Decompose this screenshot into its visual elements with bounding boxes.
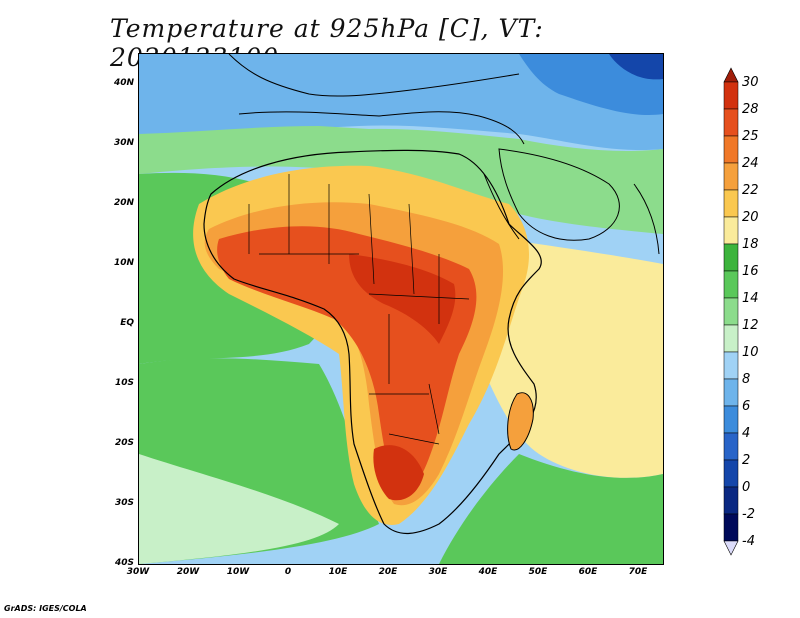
europe-coast [228, 54, 520, 97]
southern-africa-hot [373, 445, 424, 501]
colorbar-label: -4 [742, 534, 755, 549]
colorbar-swatch [723, 378, 739, 407]
lat-label: 20N [113, 198, 134, 208]
red-sea [483, 173, 520, 240]
lat-label: 30S [114, 498, 134, 508]
colorbar-swatch [723, 108, 739, 137]
colorbar-label: 20 [742, 210, 759, 225]
lon-label: 0 [284, 567, 292, 577]
colorbar-label: 6 [742, 399, 751, 414]
colorbar-swatch [723, 405, 739, 434]
lon-label: 60E [578, 567, 598, 577]
lat-label: 40S [114, 558, 134, 568]
colorbar-label: 12 [742, 318, 759, 333]
madagascar-outline [507, 392, 534, 451]
colorbar-bottom-arrow [723, 540, 739, 556]
colorbar-swatch [723, 162, 739, 191]
colorbar-label: 18 [742, 237, 759, 252]
colorbar-top-arrow [723, 67, 739, 83]
colorbar-label: 28 [742, 102, 759, 117]
cold-band-north [139, 54, 663, 151]
colorbar-label: 4 [742, 426, 751, 441]
colorbar-swatch [723, 189, 739, 218]
colorbar: 30 28 25 24 22 20 18 16 14 12 10 8 6 4 2 0 -2 -4 [720, 60, 800, 560]
lat-label: 30N [113, 138, 134, 148]
colorbar-label: 25 [742, 129, 759, 144]
colorbar-label: 24 [742, 156, 759, 171]
colorbar-label: 22 [742, 183, 759, 198]
arabia-outline [498, 148, 620, 241]
mediterranean-coast [238, 111, 525, 145]
cold-band-deepest [609, 54, 663, 80]
india-outline [633, 183, 660, 255]
colorbar-label: 16 [742, 264, 759, 279]
colorbar-swatch [723, 135, 739, 164]
lat-label: 10S [114, 378, 134, 388]
lon-label: 20W [176, 567, 200, 577]
country-borders [248, 174, 470, 445]
lon-label: 70E [628, 567, 648, 577]
colorbar-swatch [723, 324, 739, 353]
africa-land-hot [349, 254, 456, 344]
lon-label: 50E [528, 567, 548, 577]
temperature-map [138, 53, 664, 565]
colorbar-label: 8 [742, 372, 751, 387]
lat-label: 20S [114, 438, 134, 448]
colorbar-label: 30 [742, 75, 759, 90]
colorbar-label: 2 [742, 453, 751, 468]
lon-label: 20E [378, 567, 398, 577]
colorbar-swatch [723, 459, 739, 488]
colorbar-swatch [723, 297, 739, 326]
colorbar-swatch [723, 270, 739, 299]
colorbar-swatch [723, 243, 739, 272]
colorbar-swatch [723, 486, 739, 515]
lat-label: 40N [113, 78, 134, 88]
lon-label: 10W [226, 567, 250, 577]
africa-coastline [203, 149, 542, 535]
lon-label: 30E [428, 567, 448, 577]
colorbar-swatch [723, 216, 739, 245]
south-atlantic-light [139, 454, 339, 564]
lat-label: EQ [120, 318, 134, 328]
lat-label: 10N [113, 258, 134, 268]
colorbar-swatch [723, 81, 739, 110]
colorbar-swatch [723, 351, 739, 380]
colorbar-label: -2 [742, 507, 755, 522]
colorbar-label: 10 [742, 345, 759, 360]
colorbar-swatch [723, 513, 739, 542]
footer-credit: GrADS: IGES/COLA [4, 604, 87, 613]
lon-label: 30W [126, 567, 150, 577]
colorbar-label: 0 [742, 480, 751, 495]
lon-label: 40E [478, 567, 498, 577]
indian-ocean-south [439, 454, 663, 564]
colorbar-label: 14 [742, 291, 759, 306]
colorbar-swatch [723, 432, 739, 461]
lon-label: 10E [328, 567, 348, 577]
